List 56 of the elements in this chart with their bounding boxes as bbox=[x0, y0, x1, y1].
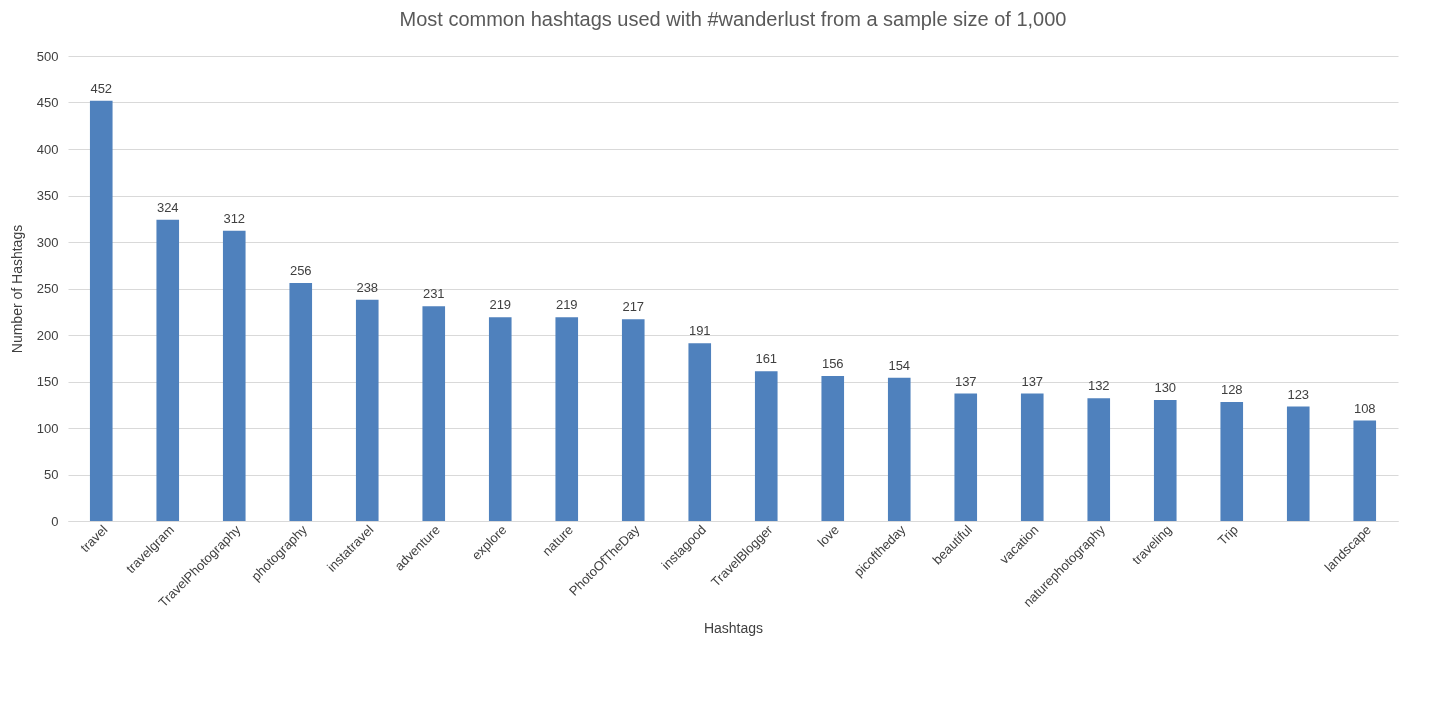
data-label: 137 bbox=[954, 373, 977, 389]
data-label: 108 bbox=[1353, 400, 1376, 416]
bar bbox=[289, 282, 313, 521]
data-label: 156 bbox=[821, 355, 844, 371]
bar bbox=[887, 377, 911, 521]
bar bbox=[954, 393, 978, 521]
y-tick-label: 400 bbox=[36, 141, 59, 157]
data-label: 137 bbox=[1021, 373, 1044, 389]
x-tick-label: love bbox=[814, 522, 842, 550]
bar bbox=[754, 371, 778, 521]
y-tick-label: 150 bbox=[36, 374, 59, 389]
bar bbox=[488, 317, 512, 521]
bar bbox=[688, 343, 712, 521]
data-label: 217 bbox=[622, 299, 645, 315]
bar bbox=[355, 299, 379, 521]
data-label: 161 bbox=[755, 351, 778, 367]
bar bbox=[422, 306, 446, 521]
data-label: 324 bbox=[156, 199, 179, 215]
bar bbox=[621, 319, 645, 521]
data-label: 191 bbox=[688, 323, 711, 339]
data-label: 452 bbox=[90, 80, 113, 96]
bar bbox=[1353, 420, 1377, 521]
bar bbox=[222, 230, 246, 521]
bar bbox=[1087, 398, 1111, 521]
data-label: 256 bbox=[289, 262, 312, 278]
data-label: 154 bbox=[888, 357, 911, 373]
data-label: 238 bbox=[356, 279, 379, 295]
bar bbox=[1286, 406, 1310, 521]
data-label: 219 bbox=[489, 297, 512, 313]
y-tick-label: 100 bbox=[36, 420, 59, 436]
y-tick-label: 0 bbox=[51, 513, 59, 529]
bar bbox=[821, 375, 845, 521]
y-tick-label: 50 bbox=[44, 467, 59, 482]
y-axis-title: Number of Hashtags bbox=[8, 224, 25, 354]
y-tick-label: 250 bbox=[36, 281, 59, 296]
y-tick-label: 500 bbox=[36, 48, 59, 64]
bar bbox=[1220, 401, 1244, 521]
y-tick-label: 450 bbox=[36, 95, 59, 110]
bar bbox=[1153, 400, 1177, 521]
chart-title: Most common hashtags used with #wanderlust from a sample size of 1,000 bbox=[399, 8, 1067, 30]
data-label: 123 bbox=[1287, 386, 1310, 402]
bar bbox=[555, 317, 579, 521]
y-tick-label: 350 bbox=[36, 188, 59, 203]
x-tick-label: Trip bbox=[1214, 522, 1241, 549]
data-label: 231 bbox=[422, 286, 445, 302]
data-label: 128 bbox=[1220, 381, 1243, 397]
data-label: 132 bbox=[1087, 378, 1110, 394]
data-label: 312 bbox=[223, 210, 246, 226]
bar bbox=[89, 100, 113, 521]
bar bbox=[156, 219, 180, 521]
data-label: 219 bbox=[555, 297, 578, 313]
x-axis-title: Hashtags bbox=[703, 620, 764, 637]
y-tick-label: 200 bbox=[36, 327, 59, 343]
data-label: 130 bbox=[1154, 380, 1177, 396]
y-tick-label: 300 bbox=[36, 234, 59, 250]
bar bbox=[1020, 393, 1044, 521]
